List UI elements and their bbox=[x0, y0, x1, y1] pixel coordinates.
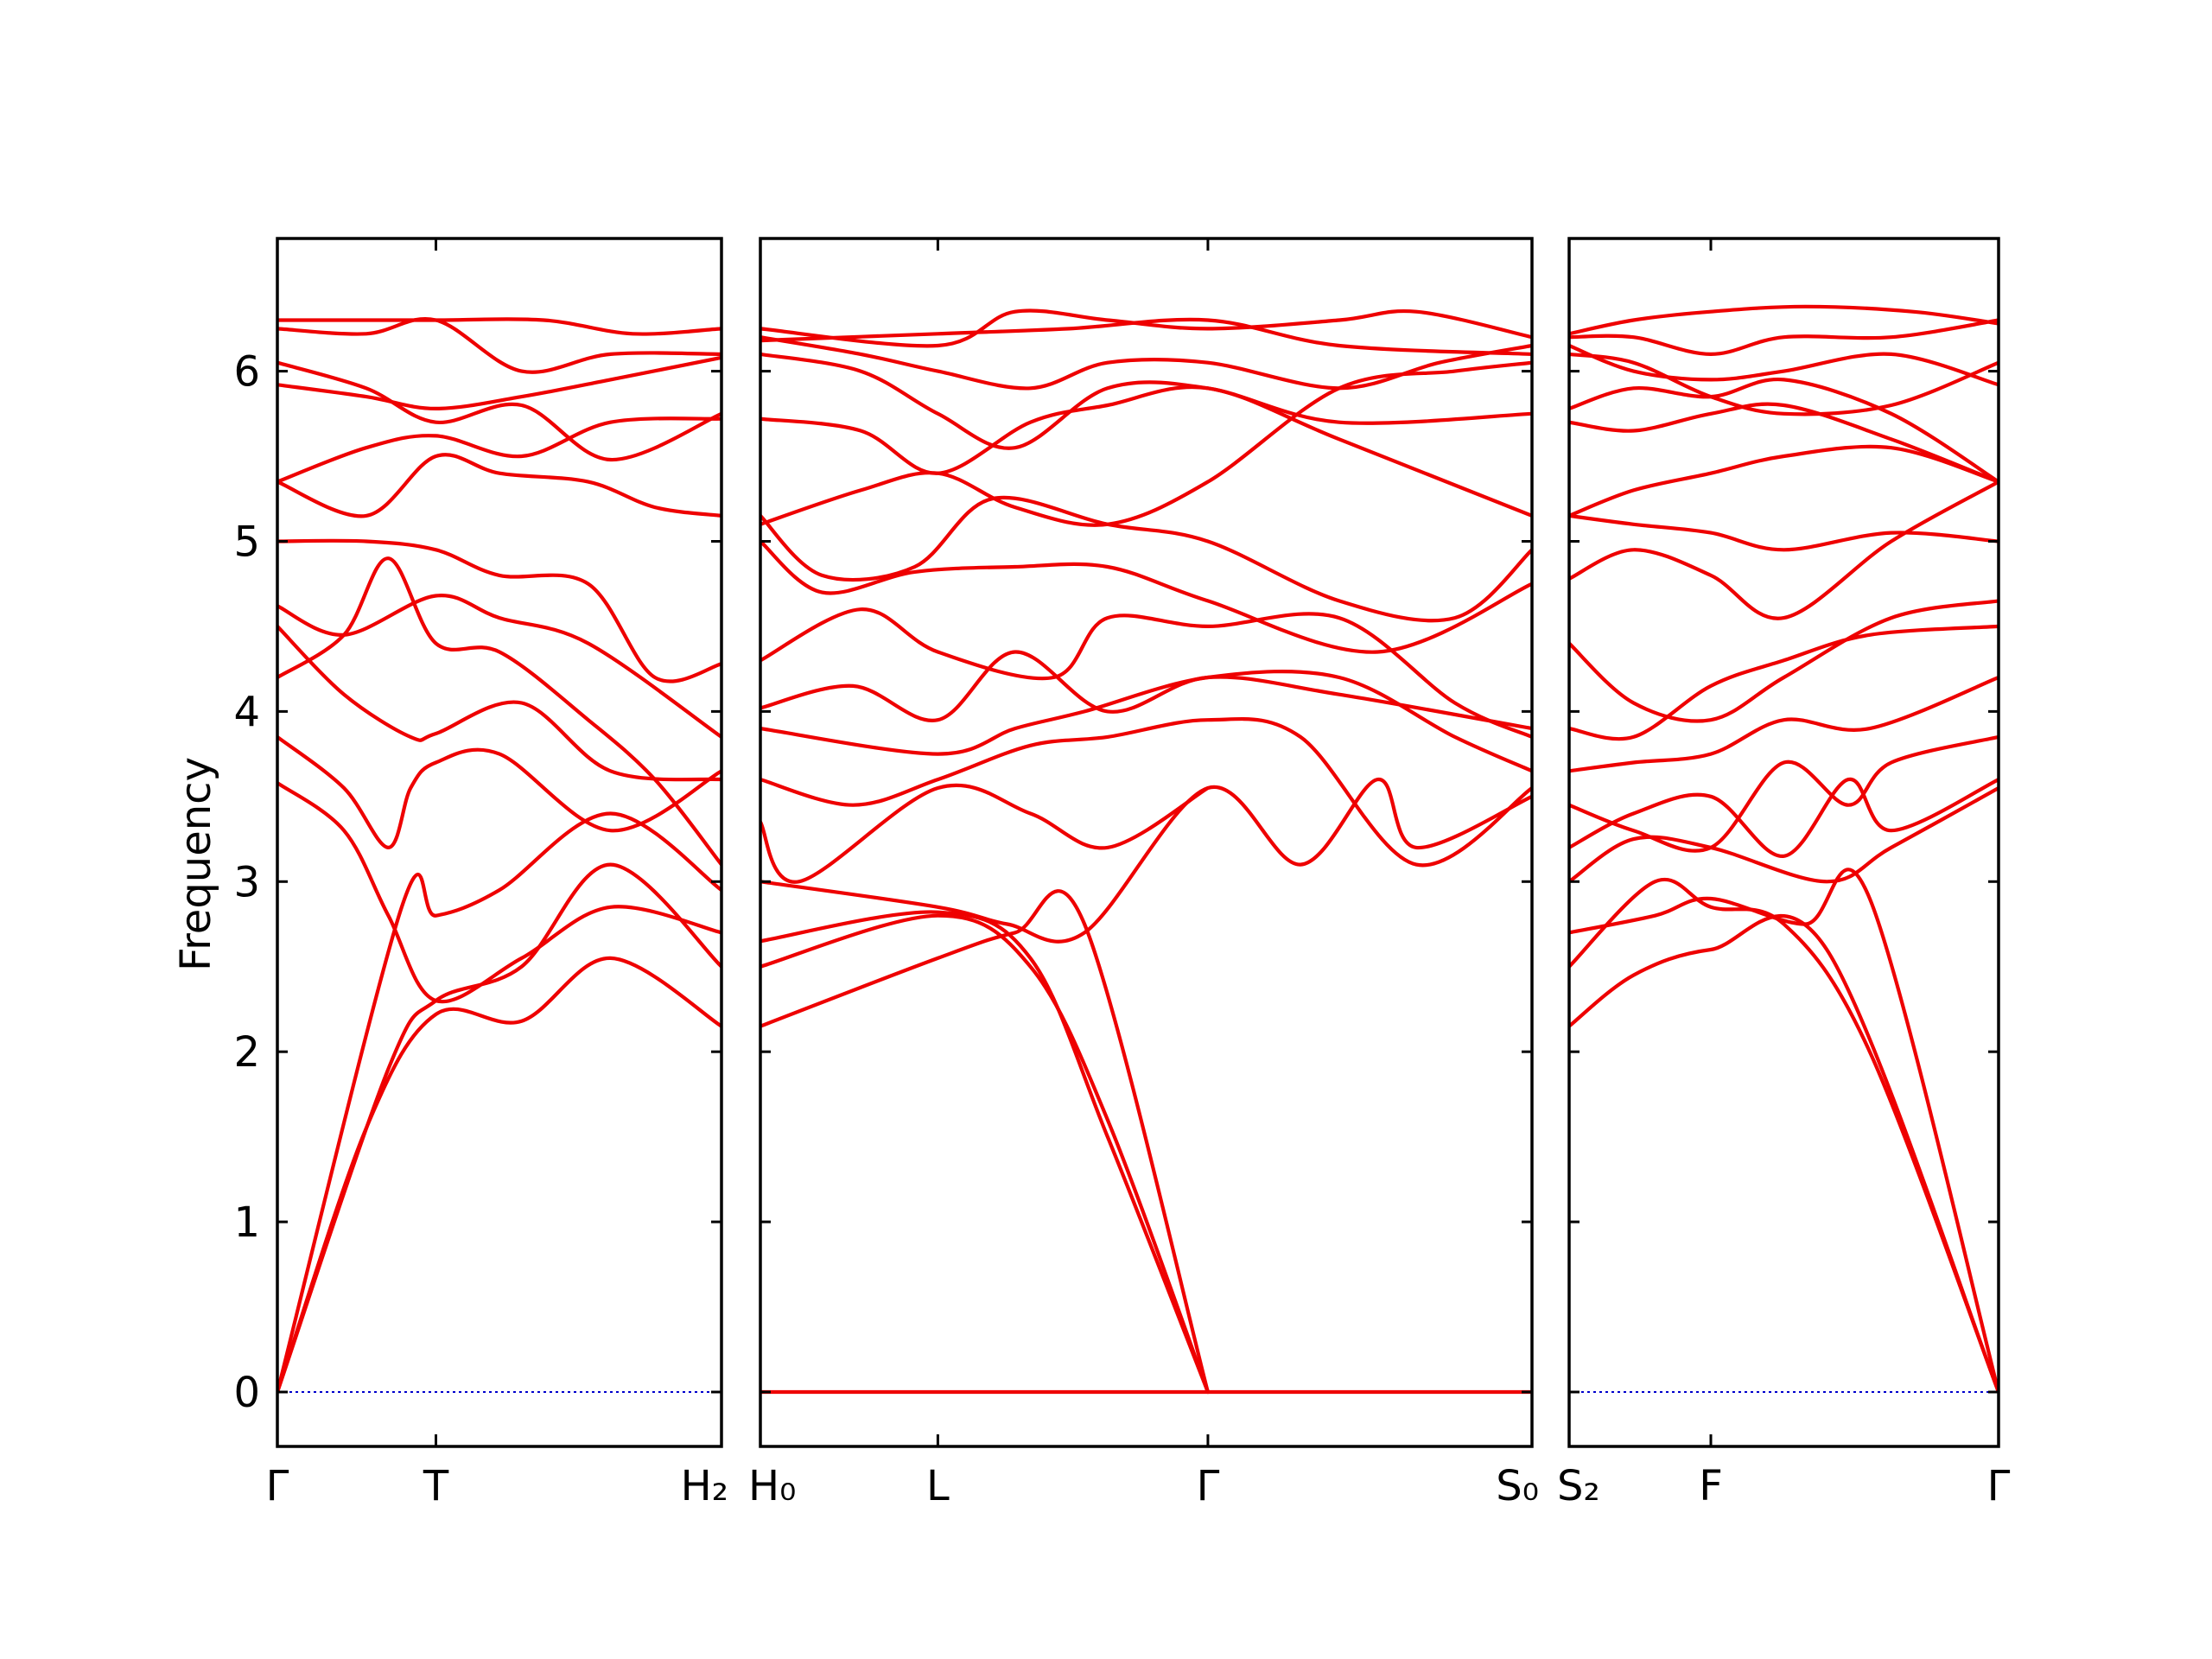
band-line bbox=[1569, 378, 1999, 484]
panel-3: S₂ F Γ bbox=[1557, 237, 2011, 1510]
band-line bbox=[760, 607, 1532, 739]
panel-1: 0 1 2 3 4 5 6 Γ T H₂ bbox=[233, 237, 728, 1510]
band-line bbox=[277, 811, 721, 1395]
band-line bbox=[277, 594, 721, 739]
x-tick-label: F bbox=[1699, 1462, 1723, 1510]
band-line bbox=[760, 913, 1210, 1395]
x-tick-label: Γ bbox=[1197, 1462, 1220, 1510]
x-tick-label: Γ bbox=[266, 1462, 289, 1510]
y-tick-label: 0 bbox=[233, 1369, 260, 1417]
band-line bbox=[760, 385, 1532, 518]
band-line bbox=[760, 308, 1532, 348]
band-line bbox=[1569, 675, 1999, 773]
y-tick-label: 6 bbox=[233, 348, 260, 397]
band-line bbox=[1569, 352, 1999, 416]
band-line bbox=[760, 317, 1532, 356]
band-line bbox=[760, 650, 1532, 731]
band-line bbox=[277, 956, 721, 1395]
band-line bbox=[760, 889, 1210, 1395]
band-line bbox=[1569, 868, 1999, 1395]
band-line bbox=[1569, 318, 1999, 356]
band-line bbox=[277, 360, 721, 462]
band-line bbox=[1569, 480, 1999, 620]
y-tick-label: 3 bbox=[233, 858, 260, 906]
x-tick-label: S₂ bbox=[1557, 1462, 1600, 1510]
band-line bbox=[277, 355, 721, 410]
band-line bbox=[277, 556, 721, 867]
band-line bbox=[277, 317, 721, 336]
panel-2: H₀ L Γ S₀ bbox=[748, 237, 1539, 1510]
band-line bbox=[277, 781, 721, 1004]
band-line bbox=[277, 734, 721, 849]
band-line bbox=[1569, 777, 1999, 858]
band-line bbox=[1569, 599, 1999, 723]
panel-frame bbox=[759, 237, 1534, 1448]
band-line bbox=[1569, 624, 1999, 741]
x-tick-label: T bbox=[423, 1462, 449, 1510]
band-line bbox=[760, 352, 1532, 450]
panels: 0 1 2 3 4 5 6 Γ T H₂ H₀ L Γ S₀ S₂ F Γ bbox=[233, 237, 2011, 1510]
y-tick-label: 5 bbox=[233, 518, 260, 566]
band-line bbox=[1569, 785, 1999, 884]
band-line bbox=[1569, 513, 1999, 552]
y-axis-label: Frequency bbox=[172, 757, 220, 971]
band-line bbox=[1569, 402, 1999, 484]
x-tick-label: Γ bbox=[1987, 1462, 2011, 1510]
x-tick-label: H₂ bbox=[681, 1462, 728, 1510]
x-tick-label: S₀ bbox=[1496, 1462, 1539, 1510]
y-tick-label: 2 bbox=[233, 1028, 260, 1077]
band-line bbox=[760, 335, 1532, 391]
band-line bbox=[1569, 304, 1999, 336]
x-tick-label: H₀ bbox=[748, 1462, 796, 1510]
band-series-group bbox=[277, 317, 721, 1395]
band-line bbox=[1569, 444, 1999, 518]
band-line bbox=[760, 670, 1532, 773]
band-line bbox=[760, 539, 1532, 654]
band-line bbox=[277, 862, 721, 1395]
x-tick-label: L bbox=[926, 1462, 950, 1510]
band-line bbox=[1569, 343, 1999, 387]
panel-frame bbox=[276, 237, 723, 1448]
band-series-group bbox=[760, 308, 1532, 1395]
band-line bbox=[277, 416, 721, 484]
band-line bbox=[277, 538, 721, 683]
band-line bbox=[277, 624, 721, 782]
band-series-group bbox=[1569, 304, 1999, 1395]
band-line bbox=[1569, 734, 1999, 853]
band-line bbox=[760, 910, 1210, 1395]
band-line bbox=[760, 716, 1532, 868]
y-tick-label: 4 bbox=[233, 688, 260, 736]
band-line bbox=[760, 360, 1532, 527]
band-line bbox=[760, 783, 1210, 884]
band-line bbox=[1569, 878, 1999, 1395]
y-tick-label: 1 bbox=[233, 1198, 260, 1247]
band-line bbox=[277, 317, 721, 374]
panel-frame bbox=[1567, 237, 2000, 1448]
band-line bbox=[277, 453, 721, 518]
